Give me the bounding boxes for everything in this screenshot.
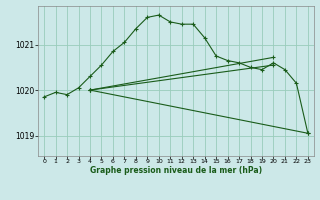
X-axis label: Graphe pression niveau de la mer (hPa): Graphe pression niveau de la mer (hPa): [90, 166, 262, 175]
